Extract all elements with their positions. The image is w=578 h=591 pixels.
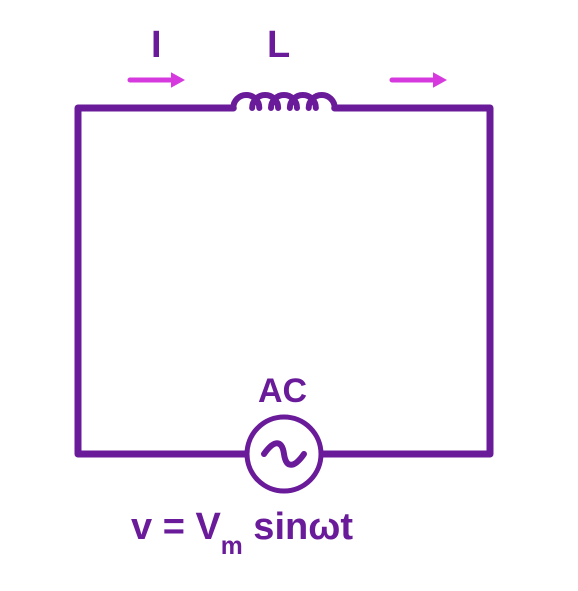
eq-subscript: m bbox=[221, 533, 243, 560]
label-voltage-equation: v = Vm sinωt bbox=[131, 506, 353, 555]
wire-right bbox=[321, 108, 490, 454]
inductor-coil bbox=[233, 95, 334, 108]
label-inductor-L: L bbox=[267, 24, 290, 67]
current-arrow-left-head bbox=[171, 72, 185, 87]
label-source-AC: AC bbox=[258, 372, 307, 411]
eq-sin: sin bbox=[243, 506, 308, 548]
circuit-svg bbox=[0, 0, 578, 591]
eq-t: t bbox=[340, 506, 353, 548]
label-current-I: I bbox=[151, 24, 162, 67]
eq-omega: ω bbox=[308, 506, 340, 548]
current-arrow-right-head bbox=[433, 72, 447, 87]
circuit-diagram: I L AC v = Vm sinωt bbox=[0, 0, 578, 591]
eq-prefix: v = V bbox=[131, 506, 221, 548]
wire-left bbox=[78, 108, 247, 454]
